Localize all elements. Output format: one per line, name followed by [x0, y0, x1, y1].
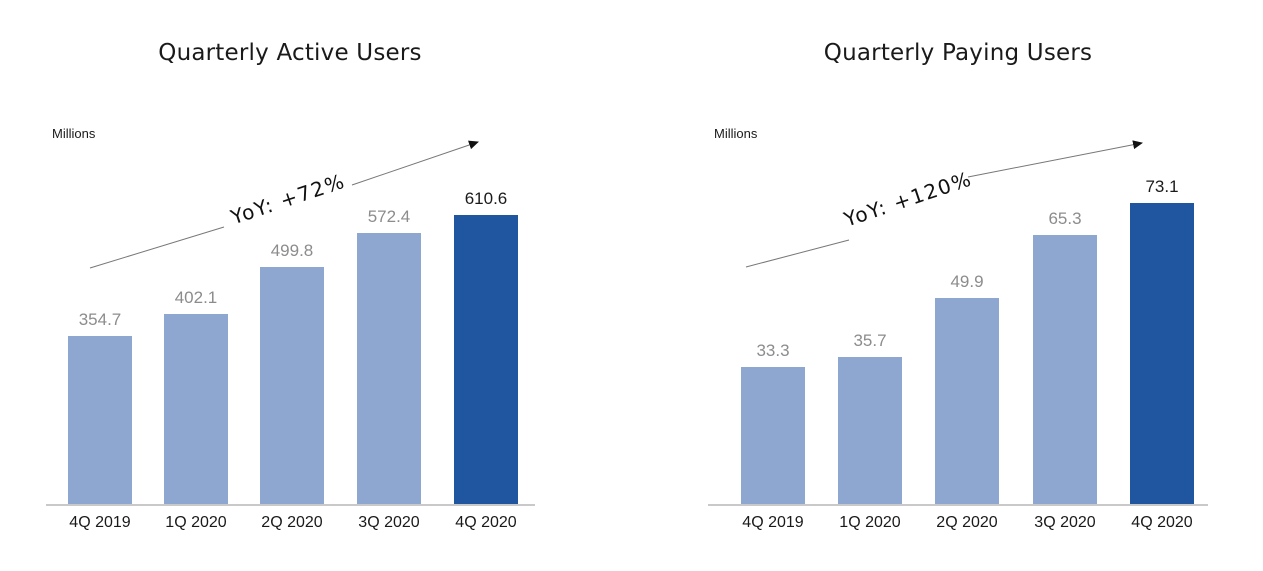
yoy-annotation: YoY: +120% [840, 166, 976, 232]
bar-group: 572.4 [357, 207, 421, 504]
bar-group: 49.9 [935, 272, 999, 504]
bar [935, 298, 999, 504]
chart-title: Quarterly Paying Users [823, 40, 1093, 66]
bar [164, 314, 228, 504]
bar-value-label: 572.4 [367, 207, 411, 226]
bar-group: 35.7 [838, 331, 902, 504]
bar [68, 336, 132, 504]
x-axis-label: 2Q 2020 [936, 514, 998, 531]
x-axis-label: 3Q 2020 [358, 514, 420, 531]
bar-value-label: 65.3 [1048, 209, 1082, 228]
bar-value-label: 33.3 [756, 341, 790, 360]
bar-group: 402.1 [164, 288, 228, 504]
bar-value-label: 35.7 [853, 331, 887, 350]
x-axis-label: 4Q 2019 [69, 514, 131, 531]
x-axis-line [708, 504, 1208, 506]
bar [741, 367, 805, 504]
x-axis-label: 1Q 2020 [165, 514, 227, 531]
y-axis-unit-label: Millions [714, 126, 758, 141]
bar-value-label: 402.1 [174, 288, 218, 307]
bar [260, 267, 324, 504]
x-axis-label: 4Q 2020 [455, 514, 517, 531]
bar [1033, 235, 1097, 504]
bar-value-label: 49.9 [950, 272, 984, 291]
x-axis-label: 3Q 2020 [1034, 514, 1096, 531]
x-axis-label: 4Q 2019 [742, 514, 804, 531]
x-axis-label: 2Q 2020 [261, 514, 323, 531]
bar [357, 233, 421, 504]
bar-value-label: 610.6 [464, 189, 508, 208]
bar-group: 65.3 [1033, 209, 1097, 504]
chart-quarterly-active-users: Quarterly Active Users Millions YoY: +72… [0, 0, 631, 571]
bar-group: 610.6 [454, 189, 518, 504]
bar [838, 357, 902, 504]
bar-group: 499.8 [260, 241, 324, 504]
bar-group: 354.7 [68, 310, 132, 504]
bar [454, 215, 518, 504]
bar-value-label: 73.1 [1145, 177, 1179, 196]
chart-title: Quarterly Active Users [158, 40, 422, 66]
x-axis-label: 1Q 2020 [839, 514, 901, 531]
y-axis-unit-label: Millions [52, 126, 96, 141]
bar-value-label: 499.8 [270, 241, 314, 260]
chart-quarterly-paying-users: Quarterly Paying Users Millions YoY: +12… [631, 0, 1263, 571]
x-axis-line [46, 504, 535, 506]
bar [1130, 203, 1194, 504]
x-axis-label: 4Q 2020 [1131, 514, 1193, 531]
bar-value-label: 354.7 [78, 310, 122, 329]
bar-group: 73.1 [1130, 177, 1194, 504]
bar-group: 33.3 [741, 341, 805, 504]
yoy-annotation: YoY: +72% [227, 168, 349, 230]
